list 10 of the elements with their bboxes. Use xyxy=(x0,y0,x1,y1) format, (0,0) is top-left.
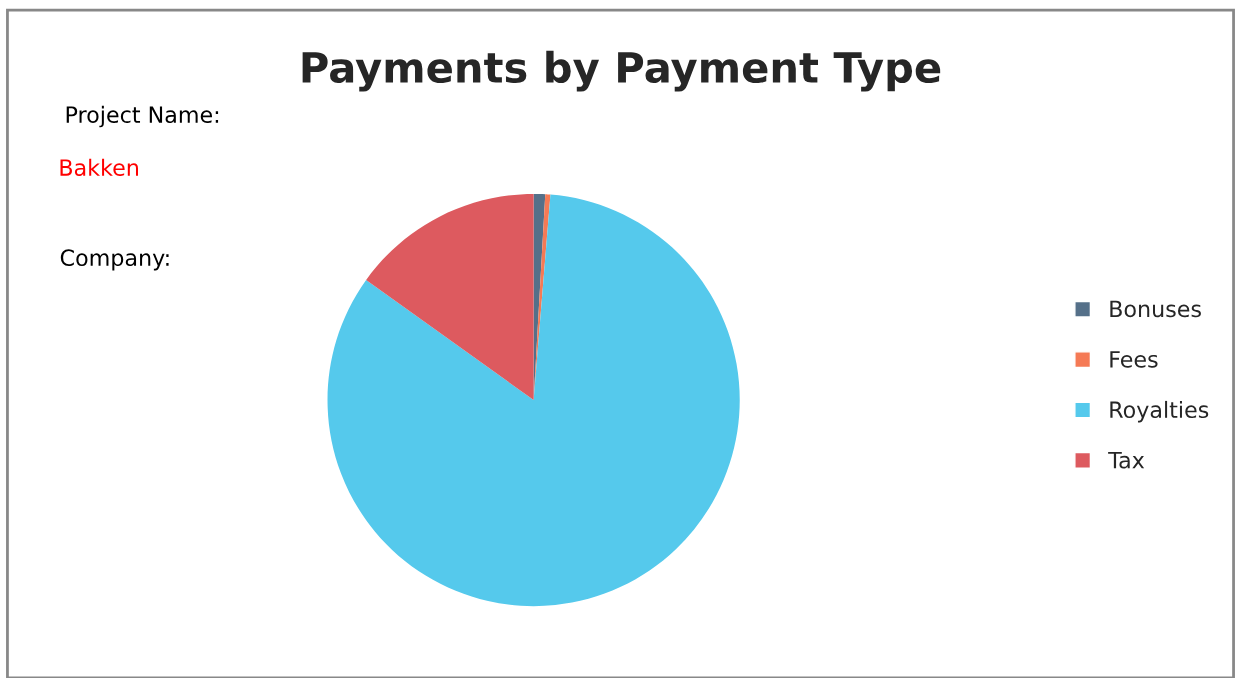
text: Company: xyxy=(60,249,169,271)
legend-label: Fees xyxy=(1110,351,1158,368)
legend-label: Bonuses xyxy=(1110,300,1201,318)
pie-slice xyxy=(327,194,740,607)
legend-label: Royalties xyxy=(1110,400,1209,423)
pie-slice xyxy=(366,193,534,401)
text: Bakken xyxy=(60,158,138,176)
text: Project Name: xyxy=(66,105,219,128)
legend-label: Tax xyxy=(1108,451,1145,469)
chart-title: Payments by Payment Type xyxy=(302,50,941,92)
